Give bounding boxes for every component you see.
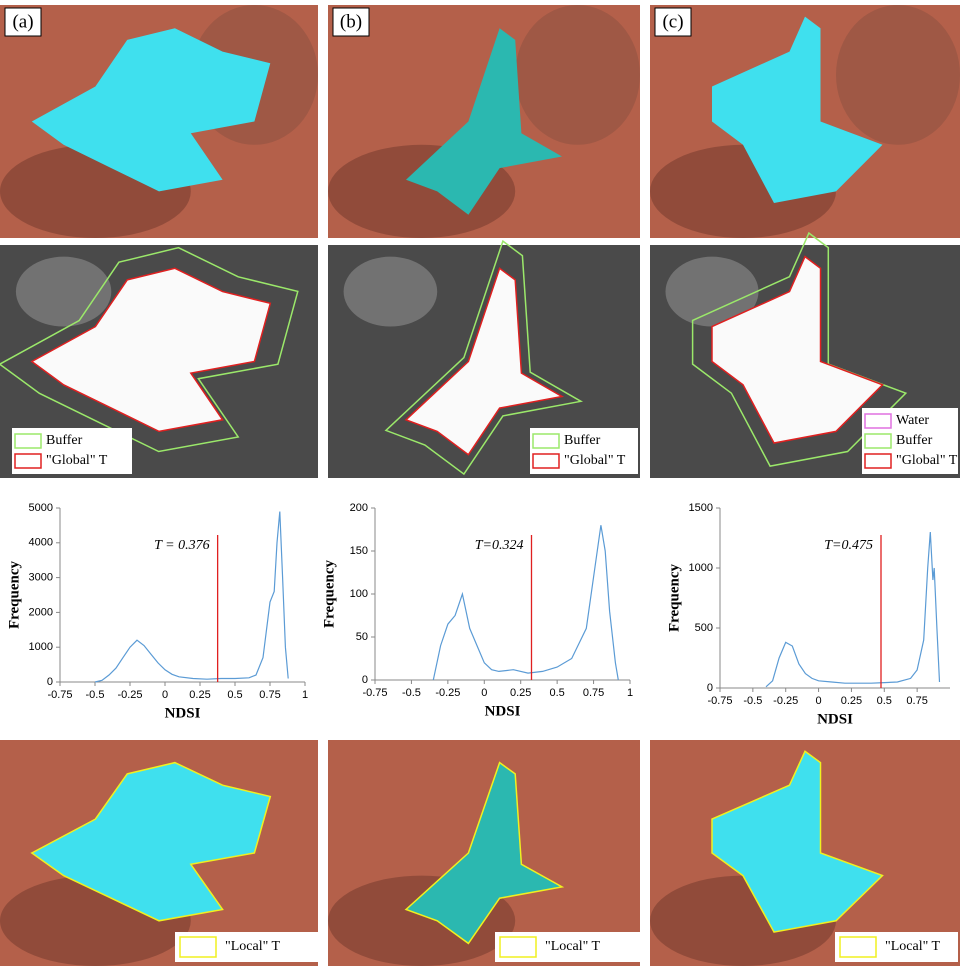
y-tick-label: 3000 (29, 572, 53, 584)
y-tick-label: 4000 (29, 537, 53, 549)
x-tick-label: 0.25 (841, 695, 862, 707)
legend-label: "Global" T (46, 453, 108, 468)
y-tick-label: 1000 (689, 562, 713, 574)
x-tick-label: 0 (816, 695, 822, 707)
x-tick-label: -0.75 (707, 695, 732, 707)
legend-swatch (15, 454, 41, 468)
y-axis-label: Frequency (6, 560, 22, 629)
y-tick-label: 0 (362, 674, 368, 686)
x-tick-label: -0.25 (435, 687, 460, 699)
legend-label: "Local" T (225, 939, 281, 954)
legend-swatch (865, 434, 891, 448)
x-tick-label: 1 (627, 687, 633, 699)
legend-label: Water (896, 413, 929, 428)
x-tick-label: -0.5 (402, 687, 421, 699)
legend-swatch (865, 414, 891, 428)
terrain-shade (515, 5, 640, 145)
x-tick-label: -0.5 (86, 689, 105, 701)
terrain-light (16, 257, 111, 327)
y-tick-label: 1000 (29, 641, 53, 653)
legend-label: "Local" T (545, 939, 601, 954)
legend-label: Buffer (46, 433, 83, 448)
legend-label: Buffer (564, 433, 601, 448)
panel-label: (c) (662, 11, 683, 32)
y-tick-label: 50 (356, 631, 368, 643)
terrain-shade (836, 5, 960, 145)
y-tick-label: 0 (47, 676, 53, 688)
x-axis-label: NDSI (165, 705, 201, 721)
x-tick-label: 0.25 (510, 687, 531, 699)
x-axis-label: NDSI (817, 711, 853, 727)
legend-swatch (500, 937, 536, 957)
x-tick-label: 0 (162, 689, 168, 701)
y-tick-label: 150 (350, 545, 368, 557)
legend-swatch (180, 937, 216, 957)
legend-swatch (865, 454, 891, 468)
panel-label: (a) (12, 11, 33, 32)
figure: (a) Buffer "Global" T "Local" T (b) Buffer "Gl… (0, 0, 960, 966)
threshold-annotation: T = 0.376 (154, 538, 209, 553)
terrain-light (344, 257, 438, 327)
x-tick-label: 0.5 (227, 689, 242, 701)
histogram-line (95, 512, 288, 683)
y-tick-label: 0 (707, 682, 713, 694)
histogram-line (766, 532, 940, 687)
x-tick-label: 0.75 (259, 689, 280, 701)
x-axis-label: NDSI (485, 703, 521, 719)
x-tick-label: -0.75 (362, 687, 387, 699)
legend-swatch (533, 454, 559, 468)
y-tick-label: 200 (350, 502, 368, 514)
x-tick-label: 0.75 (583, 687, 604, 699)
y-axis-label: Frequency (666, 563, 682, 632)
y-tick-label: 500 (695, 622, 713, 634)
legend-label: Buffer (896, 433, 933, 448)
x-tick-label: 1 (302, 689, 308, 701)
threshold-annotation: T=0.324 (475, 538, 524, 553)
x-tick-label: 0.5 (549, 687, 564, 699)
x-tick-label: -0.75 (47, 689, 72, 701)
legend-swatch (15, 434, 41, 448)
x-tick-label: 0.25 (189, 689, 210, 701)
x-tick-label: -0.25 (117, 689, 142, 701)
legend-label: "Local" T (885, 939, 941, 954)
x-tick-label: 0 (481, 687, 487, 699)
y-axis-label: Frequency (321, 559, 337, 628)
y-tick-label: 2000 (29, 606, 53, 618)
y-tick-label: 100 (350, 588, 368, 600)
y-tick-label: 5000 (29, 502, 53, 514)
x-tick-label: 0.75 (906, 695, 927, 707)
panel-label: (b) (340, 11, 362, 32)
y-tick-label: 1500 (689, 502, 713, 514)
x-tick-label: -0.25 (773, 695, 798, 707)
x-tick-label: -0.5 (743, 695, 762, 707)
histogram-line (433, 525, 618, 680)
legend-label: "Global" T (564, 453, 626, 468)
threshold-annotation: T=0.475 (824, 538, 873, 553)
legend-swatch (840, 937, 876, 957)
legend-swatch (533, 434, 559, 448)
legend-label: "Global" T (896, 453, 958, 468)
x-tick-label: 0.5 (877, 695, 892, 707)
